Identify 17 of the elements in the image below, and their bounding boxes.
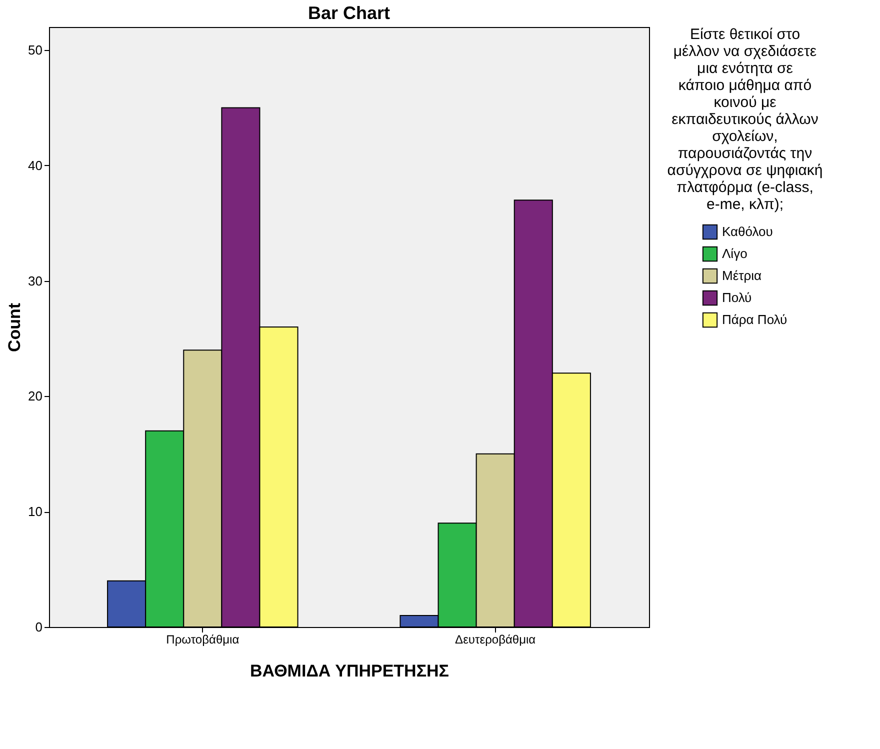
y-tick-label: 0 xyxy=(35,620,42,634)
chart-title: Bar Chart xyxy=(308,3,390,23)
legend-label: Καθόλου xyxy=(722,224,773,239)
legend-label: Πάρα Πολύ xyxy=(722,312,788,327)
y-tick-label: 20 xyxy=(28,388,42,404)
x-axis-title: ΒΑΘΜΙΔΑ ΥΠΗΡΕΤΗΣΗΣ xyxy=(250,662,450,680)
legend-label: Λίγο xyxy=(722,246,748,261)
y-axis-title: Count xyxy=(5,302,24,352)
legend-label: Μέτρια xyxy=(722,268,762,283)
y-tick-label: 10 xyxy=(28,504,42,520)
y-tick-label: 30 xyxy=(28,273,42,288)
text: Είστε θετικοί στο μέλλον να σχεδιάσετε μια ενότητα σε κάποιο μάθημα από κοινού με εκπαιδευτικούς άλλων σχολείων, παρουσιάζοντάς την ασύγχρονα σε ψηφιακή πλατφόρμα (e-class, e-me, κλπ); xyxy=(667,26,823,213)
x-tick-label: Δευτεροβάθμια xyxy=(455,632,536,646)
legend-label: Πολύ xyxy=(722,290,752,305)
y-tick-label: 50 xyxy=(28,42,42,58)
y-tick-label: 40 xyxy=(28,158,42,173)
x-tick-label: Πρωτοβάθμια xyxy=(166,632,240,646)
